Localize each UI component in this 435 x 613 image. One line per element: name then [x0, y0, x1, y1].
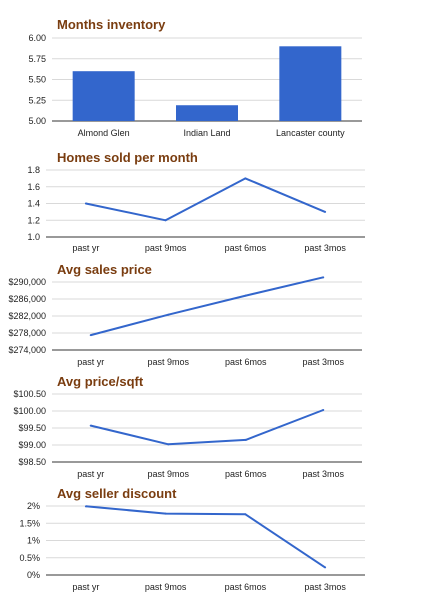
- data-point: [244, 294, 247, 297]
- x-tick-label: past 3mos: [302, 469, 344, 479]
- chart-title: Avg sales price: [57, 262, 152, 277]
- chart-panel-4: Avg price/sqft $100.50 $100.00 $99.50 $99.00…: [13, 374, 362, 479]
- data-point: [324, 566, 327, 569]
- y-tick-label: 0%: [27, 570, 40, 580]
- chart-panel-2: Homes sold per month 1.8 1.6 1.4 1.2 1.0 past …: [27, 150, 365, 253]
- data-point: [244, 438, 247, 441]
- series-line: [90, 276, 324, 337]
- x-tick-label: past 9mos: [147, 357, 189, 367]
- bar: [72, 71, 135, 121]
- x-tick-label: Almond Glen: [78, 128, 130, 138]
- chart-title: Homes sold per month: [57, 150, 198, 165]
- data-point: [322, 276, 325, 279]
- data-point: [164, 512, 167, 515]
- bar: [176, 105, 238, 121]
- x-tick-label: past 9mos: [145, 243, 187, 253]
- x-tick-label: past yr: [77, 469, 104, 479]
- data-point: [324, 210, 327, 213]
- x-tick-label: Lancaster county: [276, 128, 345, 138]
- y-tick-label: $286,000: [8, 294, 46, 304]
- x-tick-label: past 6mos: [225, 469, 267, 479]
- data-point: [322, 408, 325, 411]
- x-tick-label: past yr: [72, 582, 99, 592]
- x-tick-label: Indian Land: [183, 128, 230, 138]
- data-point: [89, 334, 92, 337]
- data-point: [244, 177, 247, 180]
- x-tick-label: past 6mos: [225, 582, 267, 592]
- x-tick-label: past 6mos: [225, 243, 267, 253]
- y-tick-label: 5.50: [28, 75, 46, 85]
- data-point: [84, 505, 87, 508]
- chart-panel-5: Avg seller discount 2% 1.5% 1% 0.5% 0% past yr…: [19, 486, 365, 592]
- y-tick-label: 1.4: [27, 199, 40, 209]
- series-line: [85, 177, 326, 222]
- x-tick-label: past 9mos: [145, 582, 187, 592]
- y-tick-label: $99.00: [18, 440, 46, 450]
- x-tick-label: past yr: [77, 357, 104, 367]
- y-tick-label: $274,000: [8, 345, 46, 355]
- bar: [279, 46, 342, 121]
- y-tick-label: $98.50: [18, 457, 46, 467]
- y-tick-label: 5.25: [28, 95, 46, 105]
- y-tick-label: $290,000: [8, 277, 46, 287]
- chart-title: Avg price/sqft: [57, 374, 144, 389]
- data-point: [167, 443, 170, 446]
- y-tick-label: 5.75: [28, 54, 46, 64]
- y-tick-label: $99.50: [18, 423, 46, 433]
- y-tick-label: 2%: [27, 501, 40, 511]
- series-line: [90, 409, 324, 446]
- y-tick-label: 1.5%: [19, 518, 40, 528]
- data-point: [89, 424, 92, 427]
- x-tick-label: past yr: [72, 243, 99, 253]
- data-point: [244, 513, 247, 516]
- y-tick-label: 1.0: [27, 232, 40, 242]
- x-tick-label: past 3mos: [302, 357, 344, 367]
- y-tick-label: $100.00: [13, 406, 46, 416]
- chart-title: Avg seller discount: [57, 486, 177, 501]
- data-point: [164, 219, 167, 222]
- y-tick-label: $278,000: [8, 328, 46, 338]
- chart-panel-3: Avg sales price $290,000 $286,000 $282,000 $…: [8, 262, 362, 367]
- y-tick-label: 1.2: [27, 215, 40, 225]
- x-tick-label: past 3mos: [304, 243, 346, 253]
- x-tick-label: past 6mos: [225, 357, 267, 367]
- y-tick-label: 5.00: [28, 116, 46, 126]
- x-tick-label: past 9mos: [147, 469, 189, 479]
- x-tick-label: past 3mos: [304, 582, 346, 592]
- y-tick-label: $282,000: [8, 311, 46, 321]
- y-tick-label: 1.6: [27, 182, 40, 192]
- chart-panel-1: Months inventory 6.00 5.75 5.50 5.25 5.00 Almo…: [28, 17, 362, 138]
- y-tick-label: 0.5%: [19, 553, 40, 563]
- y-tick-label: 1%: [27, 536, 40, 546]
- data-point: [84, 202, 87, 205]
- y-tick-label: 1.8: [27, 165, 40, 175]
- y-tick-label: 6.00: [28, 33, 46, 43]
- y-tick-label: $100.50: [13, 389, 46, 399]
- series-line: [85, 505, 326, 569]
- chart-title: Months inventory: [57, 17, 166, 32]
- data-point: [167, 313, 170, 316]
